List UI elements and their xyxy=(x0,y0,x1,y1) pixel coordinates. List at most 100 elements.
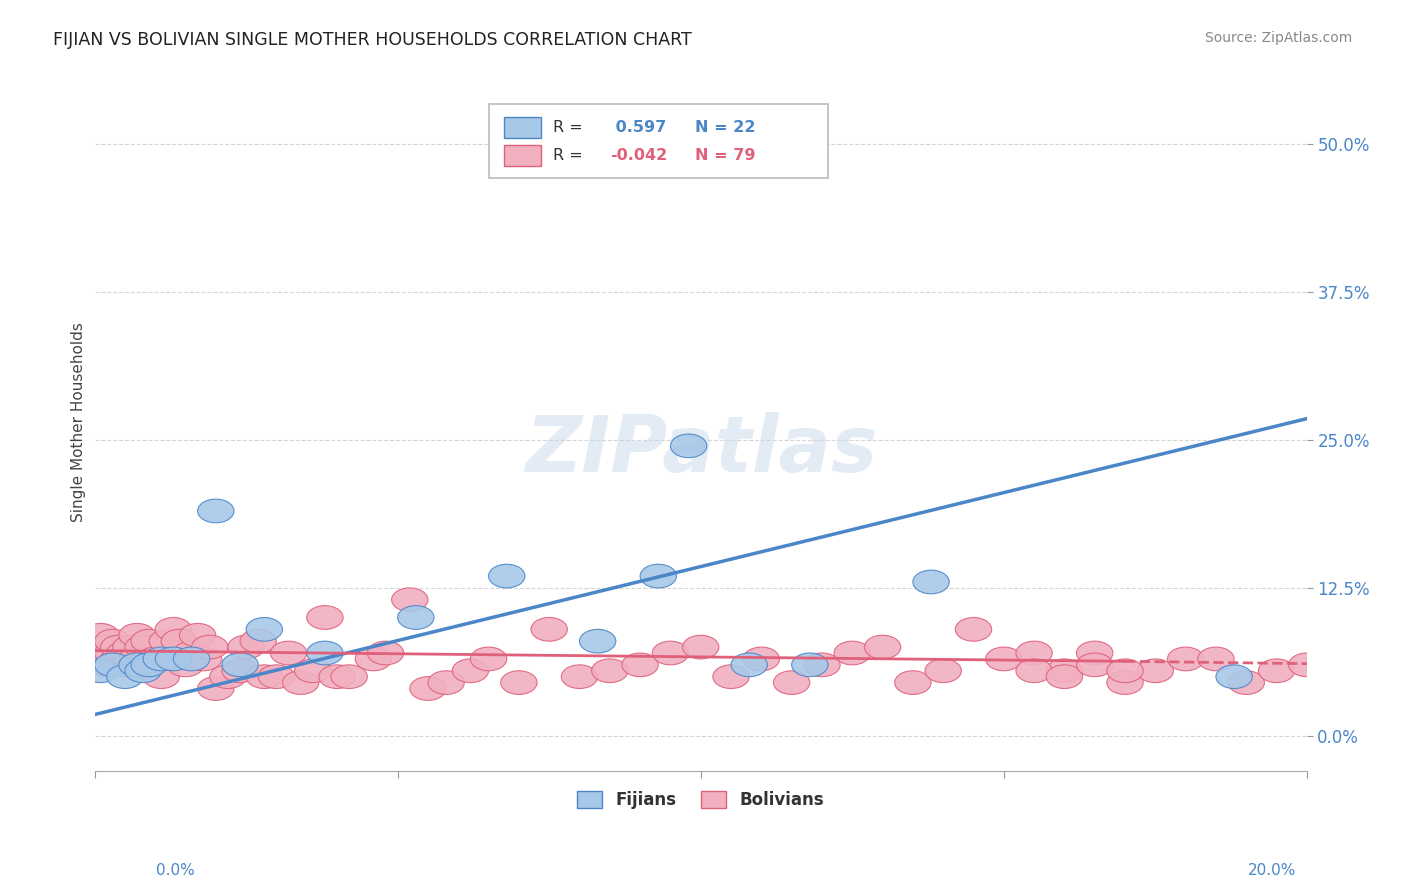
Ellipse shape xyxy=(240,630,277,653)
Ellipse shape xyxy=(143,647,180,671)
Ellipse shape xyxy=(131,630,167,653)
Ellipse shape xyxy=(167,653,204,677)
Ellipse shape xyxy=(222,659,259,682)
Ellipse shape xyxy=(367,641,404,665)
Ellipse shape xyxy=(89,653,125,677)
Ellipse shape xyxy=(173,647,209,671)
Ellipse shape xyxy=(912,570,949,594)
Ellipse shape xyxy=(1107,659,1143,682)
Ellipse shape xyxy=(149,630,186,653)
Ellipse shape xyxy=(501,671,537,695)
Ellipse shape xyxy=(155,647,191,671)
Ellipse shape xyxy=(319,665,356,689)
Text: 20.0%: 20.0% xyxy=(1249,863,1296,879)
Ellipse shape xyxy=(112,635,149,659)
Ellipse shape xyxy=(228,635,264,659)
Ellipse shape xyxy=(180,624,215,647)
Ellipse shape xyxy=(198,677,233,700)
Text: N = 22: N = 22 xyxy=(695,120,755,135)
FancyBboxPatch shape xyxy=(505,117,541,138)
Ellipse shape xyxy=(191,635,228,659)
Ellipse shape xyxy=(125,653,162,677)
Ellipse shape xyxy=(143,665,180,689)
Text: R =: R = xyxy=(553,148,588,163)
Ellipse shape xyxy=(83,641,120,665)
Text: FIJIAN VS BOLIVIAN SINGLE MOTHER HOUSEHOLDS CORRELATION CHART: FIJIAN VS BOLIVIAN SINGLE MOTHER HOUSEHO… xyxy=(53,31,692,49)
Ellipse shape xyxy=(112,647,149,671)
Ellipse shape xyxy=(120,653,155,677)
Ellipse shape xyxy=(1167,647,1204,671)
Ellipse shape xyxy=(1137,659,1174,682)
Ellipse shape xyxy=(925,659,962,682)
Ellipse shape xyxy=(652,641,689,665)
Ellipse shape xyxy=(94,641,131,665)
Text: 0.0%: 0.0% xyxy=(156,863,195,879)
Text: -0.042: -0.042 xyxy=(610,148,666,163)
Ellipse shape xyxy=(682,635,718,659)
Ellipse shape xyxy=(488,565,524,588)
Ellipse shape xyxy=(162,630,198,653)
Ellipse shape xyxy=(120,624,155,647)
Ellipse shape xyxy=(471,647,506,671)
Ellipse shape xyxy=(270,641,307,665)
Text: 0.597: 0.597 xyxy=(610,120,666,135)
Ellipse shape xyxy=(392,588,427,612)
Ellipse shape xyxy=(1216,665,1253,689)
Ellipse shape xyxy=(731,653,768,677)
Ellipse shape xyxy=(804,653,841,677)
Ellipse shape xyxy=(1077,641,1114,665)
Ellipse shape xyxy=(155,617,191,641)
Ellipse shape xyxy=(398,606,434,630)
Ellipse shape xyxy=(1258,659,1295,682)
Ellipse shape xyxy=(173,641,209,665)
Ellipse shape xyxy=(453,659,488,682)
Ellipse shape xyxy=(579,630,616,653)
Ellipse shape xyxy=(89,635,125,659)
Ellipse shape xyxy=(330,665,367,689)
Ellipse shape xyxy=(865,635,901,659)
Ellipse shape xyxy=(955,617,991,641)
Ellipse shape xyxy=(222,653,259,677)
Ellipse shape xyxy=(531,617,568,641)
Ellipse shape xyxy=(125,635,162,659)
Ellipse shape xyxy=(259,665,295,689)
Ellipse shape xyxy=(136,647,173,671)
Ellipse shape xyxy=(131,647,167,671)
Ellipse shape xyxy=(1077,653,1114,677)
Ellipse shape xyxy=(409,677,446,700)
Ellipse shape xyxy=(640,565,676,588)
Ellipse shape xyxy=(120,647,155,671)
Legend: Fijians, Bolivians: Fijians, Bolivians xyxy=(571,784,831,815)
Text: ZIPatlas: ZIPatlas xyxy=(524,412,877,488)
Ellipse shape xyxy=(283,671,319,695)
Ellipse shape xyxy=(295,659,330,682)
Text: N = 79: N = 79 xyxy=(695,148,755,163)
Ellipse shape xyxy=(1017,641,1052,665)
Ellipse shape xyxy=(94,630,131,653)
Ellipse shape xyxy=(83,624,120,647)
Ellipse shape xyxy=(621,653,658,677)
Ellipse shape xyxy=(1289,653,1324,677)
Ellipse shape xyxy=(307,606,343,630)
Ellipse shape xyxy=(107,653,143,677)
Text: Source: ZipAtlas.com: Source: ZipAtlas.com xyxy=(1205,31,1353,45)
Ellipse shape xyxy=(246,617,283,641)
Ellipse shape xyxy=(561,665,598,689)
Ellipse shape xyxy=(834,641,870,665)
Ellipse shape xyxy=(83,659,120,682)
Ellipse shape xyxy=(1198,647,1234,671)
Ellipse shape xyxy=(1227,671,1264,695)
Ellipse shape xyxy=(307,641,343,665)
Ellipse shape xyxy=(209,665,246,689)
Ellipse shape xyxy=(1017,659,1052,682)
Ellipse shape xyxy=(1046,659,1083,682)
Ellipse shape xyxy=(246,665,283,689)
Y-axis label: Single Mother Households: Single Mother Households xyxy=(72,322,86,522)
Ellipse shape xyxy=(107,641,143,665)
Ellipse shape xyxy=(713,665,749,689)
Ellipse shape xyxy=(356,647,392,671)
Ellipse shape xyxy=(125,659,162,682)
Ellipse shape xyxy=(94,653,131,677)
Ellipse shape xyxy=(592,659,628,682)
Ellipse shape xyxy=(1107,671,1143,695)
